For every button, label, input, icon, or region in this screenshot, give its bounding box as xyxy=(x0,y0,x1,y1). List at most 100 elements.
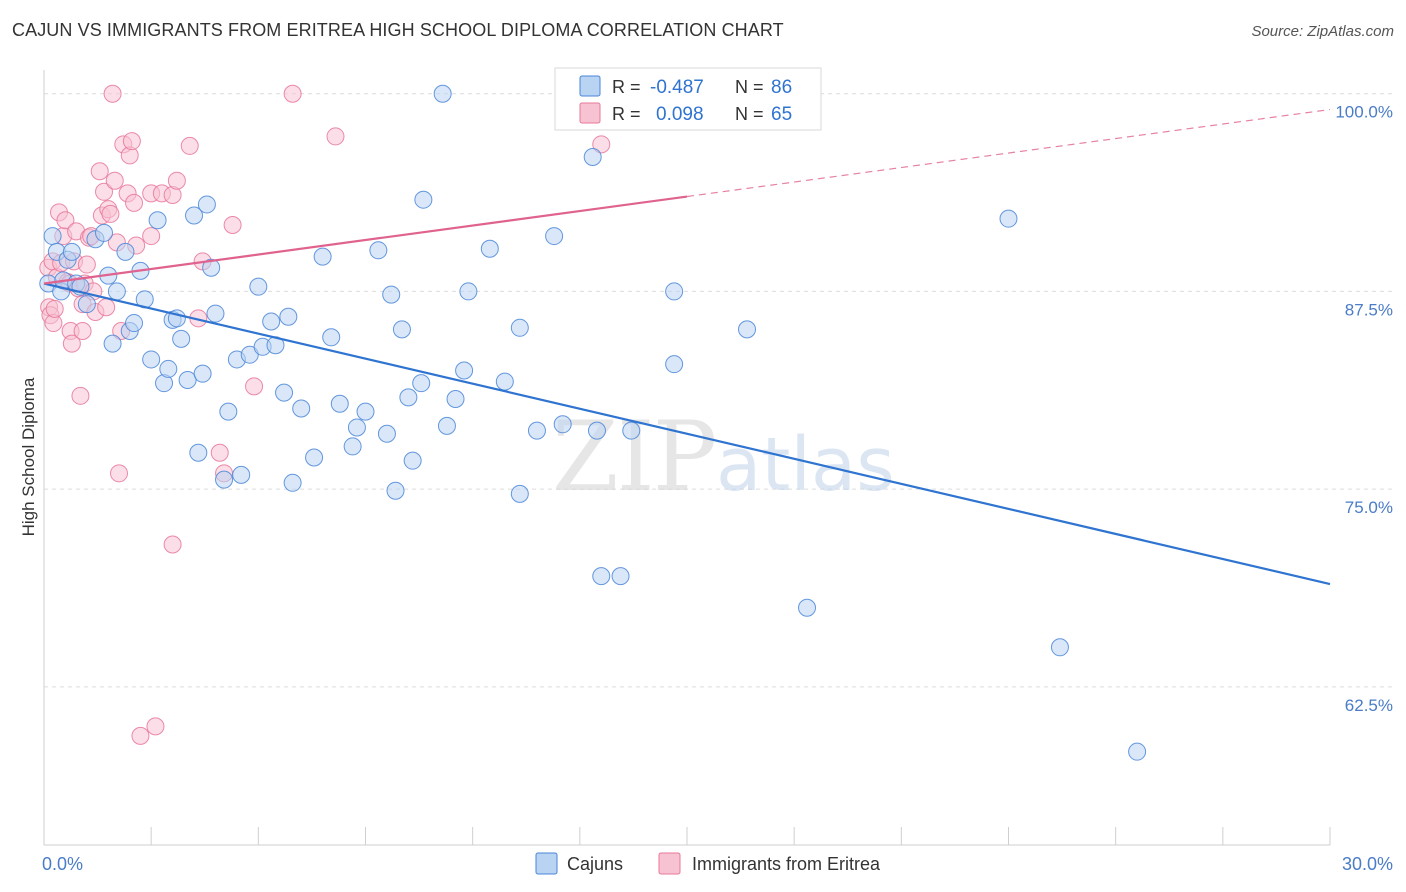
cajuns-point-48 xyxy=(313,247,332,266)
eritrea-point-61 xyxy=(592,135,611,154)
cajuns-trend-line xyxy=(43,282,1331,586)
eritrea-point-29 xyxy=(95,182,114,201)
cajuns-point-61 xyxy=(412,374,431,393)
cajuns-point-17 xyxy=(125,314,144,333)
stats-n-value-eritrea: 65 xyxy=(771,104,792,125)
y-tick-label-2: 75.0% xyxy=(1345,498,1393,517)
stats-r-value-cajuns: -0.487 xyxy=(650,77,704,98)
eritrea-point-32 xyxy=(101,204,120,223)
cajuns-point-46 xyxy=(292,399,311,418)
cajuns-point-85 xyxy=(1050,638,1069,657)
cajuns-point-79 xyxy=(622,421,641,440)
cajuns-point-76 xyxy=(583,147,602,166)
cajuns-point-52 xyxy=(347,418,366,437)
cajuns-point-64 xyxy=(437,416,456,435)
cajuns-point-1 xyxy=(43,227,62,246)
cajuns-point-84 xyxy=(999,209,1018,228)
cajuns-point-14 xyxy=(107,282,126,301)
trend-lines xyxy=(43,108,1331,586)
cajuns-point-80 xyxy=(665,282,684,301)
series-legend: Cajuns Immigrants from Eritrea xyxy=(535,852,881,875)
watermark-atlas: atlas xyxy=(716,422,895,508)
stats-n-value-cajuns: 86 xyxy=(771,77,792,98)
cajuns-point-29 xyxy=(189,443,208,462)
chart-title: CAJUN VS IMMIGRANTS FROM ERITREA HIGH SC… xyxy=(12,20,784,40)
cajuns-point-75 xyxy=(587,421,606,440)
cajuns-point-81 xyxy=(665,355,684,374)
cajuns-point-54 xyxy=(369,241,388,260)
cajuns-point-6 xyxy=(62,242,81,261)
cajuns-point-38 xyxy=(240,345,259,364)
eritrea-point-34 xyxy=(105,171,124,190)
cajuns-point-20 xyxy=(142,350,161,369)
eritrea-point-59 xyxy=(283,84,302,103)
cajuns-point-57 xyxy=(386,481,405,500)
watermark: ZIP atlas xyxy=(552,401,895,513)
cajuns-point-9 xyxy=(77,295,96,314)
cajuns-point-11 xyxy=(95,223,114,242)
eritrea-point-33 xyxy=(103,84,122,103)
cajuns-point-58 xyxy=(392,320,411,339)
cajuns-point-28 xyxy=(185,206,204,225)
cajuns-point-78 xyxy=(611,567,630,586)
cajuns-point-50 xyxy=(330,394,349,413)
cajuns-point-37 xyxy=(232,465,251,484)
cajuns-point-59 xyxy=(399,388,418,407)
cajuns-point-73 xyxy=(545,227,564,246)
stats-r-value-eritrea: 0.098 xyxy=(656,104,704,125)
cajuns-point-66 xyxy=(455,361,474,380)
stats-n-label-cajuns: N = xyxy=(735,77,764,97)
cajuns-point-33 xyxy=(206,304,225,323)
eritrea-point-57 xyxy=(223,216,242,234)
y-tick-label-0: 100.0% xyxy=(1335,103,1393,122)
cajuns-point-63 xyxy=(433,84,452,103)
eritrea-point-45 xyxy=(142,227,161,246)
cajuns-point-71 xyxy=(510,484,529,503)
cajuns-point-60 xyxy=(403,451,422,470)
cajuns-point-72 xyxy=(527,421,546,440)
eritrea-trend-line xyxy=(43,195,688,285)
axis-labels: 100.0% 87.5% 75.0% 62.5% 0.0% 30.0% High Schoo… xyxy=(19,103,1393,874)
eritrea-point-10 xyxy=(56,211,75,230)
y-tick-label-3: 62.5% xyxy=(1345,696,1393,715)
cajuns-point-83 xyxy=(798,598,817,617)
eritrea-point-60 xyxy=(326,127,345,146)
eritrea-point-44 xyxy=(131,726,150,745)
cajuns-point-34 xyxy=(215,470,234,489)
cajuns-point-62 xyxy=(414,190,433,209)
y-tick-label-1: 87.5% xyxy=(1345,300,1393,319)
legend-label-cajuns: Cajuns xyxy=(567,854,623,874)
cajuns-point-35 xyxy=(219,402,238,421)
cajuns-point-74 xyxy=(553,415,572,434)
x-tick-label-0: 0.0% xyxy=(42,854,83,874)
watermark-zip: ZIP xyxy=(552,401,715,513)
cajuns-point-43 xyxy=(275,383,294,402)
cajuns-point-26 xyxy=(172,329,191,348)
cajuns-point-55 xyxy=(377,424,396,443)
eritrea-point-58 xyxy=(245,377,264,396)
cajuns-point-15 xyxy=(116,242,135,261)
eritrea-point-51 xyxy=(167,171,186,190)
series-eritrea-points xyxy=(39,84,611,745)
cajuns-point-47 xyxy=(305,448,324,467)
cajuns-point-44 xyxy=(279,307,298,326)
eritrea-point-5 xyxy=(45,299,64,318)
stats-r-label-cajuns: R = xyxy=(612,77,641,97)
cajuns-point-69 xyxy=(495,372,514,391)
cajuns-point-39 xyxy=(249,277,268,296)
eritrea-point-22 xyxy=(77,255,96,274)
cajuns-point-82 xyxy=(738,320,757,339)
cajuns-point-49 xyxy=(322,328,341,347)
eritrea-point-18 xyxy=(71,386,90,405)
cajuns-point-31 xyxy=(197,195,216,214)
cajuns-point-30 xyxy=(193,364,212,383)
cajuns-point-21 xyxy=(148,211,167,230)
cajuns-point-56 xyxy=(382,285,401,304)
eritrea-point-42 xyxy=(125,193,144,212)
cajuns-point-13 xyxy=(103,334,122,353)
cajuns-point-86 xyxy=(1128,742,1147,761)
eritrea-point-30 xyxy=(97,298,116,317)
legend-swatch-cajuns xyxy=(535,852,558,875)
axis-layer xyxy=(43,70,1331,846)
